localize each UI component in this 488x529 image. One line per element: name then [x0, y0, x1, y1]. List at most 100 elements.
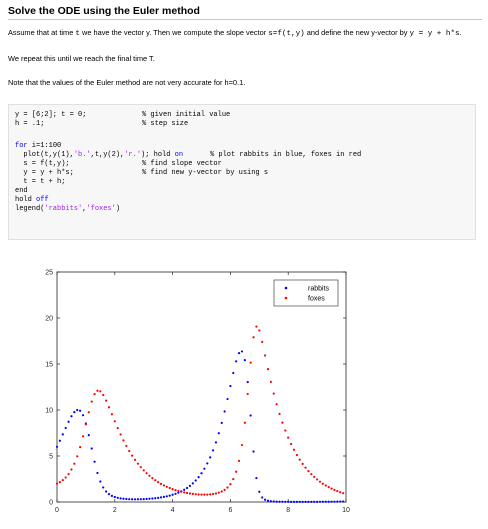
foxes-point [336, 490, 339, 493]
rabbits-point [327, 500, 330, 503]
rabbits-point [159, 496, 163, 499]
foxes-point [310, 473, 313, 476]
rabbits-point [70, 415, 73, 418]
paragraph-2: We repeat this until we reach the final … [8, 54, 155, 63]
y-tick-label: 0 [49, 500, 53, 507]
rabbits-point [125, 497, 128, 501]
rabbits-point [333, 500, 336, 503]
foxes-point [304, 466, 307, 469]
plot-frame [56, 271, 347, 503]
foxes-point [307, 469, 310, 473]
foxes-point [206, 493, 209, 496]
rabbits-point [197, 476, 200, 479]
rabbits-point [96, 471, 99, 475]
x-tick-label: 0 [55, 507, 59, 514]
foxes-point [269, 380, 272, 383]
p1-text-a: Assume that at time [8, 28, 76, 37]
rabbits-point [339, 500, 342, 503]
rabbits-point [93, 460, 96, 463]
rabbits-point [188, 484, 192, 487]
rabbits-point [122, 497, 125, 500]
rabbits-point [148, 497, 151, 500]
code-line-10: hold off [15, 196, 49, 204]
rabbits-point [298, 500, 301, 503]
foxes-point [148, 474, 151, 477]
legend-label-foxes: foxes [308, 296, 325, 303]
rabbits-point [116, 496, 119, 499]
rabbits-point [191, 482, 194, 485]
code-line-8: t = t + h; [15, 178, 66, 186]
code-line-9: end [15, 187, 28, 195]
foxes-point [139, 466, 142, 469]
foxes-point [313, 475, 316, 479]
foxes-point [203, 493, 206, 496]
x-tick-label: 8 [286, 507, 290, 514]
rabbits-point [313, 500, 316, 503]
foxes-point [55, 482, 59, 485]
rabbits-point [99, 480, 102, 483]
rabbits-point [214, 441, 218, 444]
rabbits-point [261, 496, 264, 499]
rabbits-point [235, 360, 238, 363]
foxes-point [333, 488, 336, 492]
rabbits-point [330, 500, 333, 503]
foxes-point [240, 443, 244, 447]
foxes-point [226, 486, 229, 489]
foxes-point [185, 491, 189, 495]
foxes-point [84, 423, 87, 426]
foxes-point [191, 492, 194, 495]
foxes-point [110, 413, 114, 416]
foxes-point [145, 472, 148, 475]
rabbits-point [220, 421, 223, 425]
rabbits-point [304, 500, 307, 503]
foxes-point [324, 484, 327, 487]
code-comment-1: % given initial value [142, 111, 231, 119]
rabbits-point [128, 498, 131, 501]
rabbits-point [237, 352, 241, 355]
rabbits-point [87, 433, 90, 437]
foxes-point [301, 462, 304, 465]
foxes-point [252, 336, 255, 339]
rabbits-point [275, 500, 278, 503]
code-box: y = [6;2]; t = 0; % given initial value … [8, 104, 476, 240]
foxes-point [330, 487, 333, 490]
rabbits-point [81, 414, 85, 417]
rabbits-point [177, 491, 180, 494]
foxes-point [157, 481, 160, 484]
rabbits-point [318, 500, 322, 503]
foxes-point [281, 421, 284, 424]
rabbits-point [292, 500, 296, 503]
foxes-point [235, 470, 238, 473]
code-line-11: legend('rabbits','foxes') [15, 205, 121, 213]
foxes-point [171, 488, 174, 491]
code-line-2: h = .1; [15, 120, 45, 128]
rabbits-point [154, 497, 157, 500]
rabbits-point [168, 494, 171, 497]
foxes-point [70, 468, 73, 471]
rabbits-point [246, 380, 249, 384]
foxes-point [278, 412, 281, 415]
x-tick-label: 4 [171, 507, 175, 514]
code-line-6: s = f(t,y); [15, 160, 70, 168]
y-tick-label: 5 [49, 454, 53, 461]
foxes-point [174, 489, 177, 492]
foxes-point [142, 469, 145, 472]
foxes-point [102, 393, 105, 397]
code-line-7: y = y + h*s; [15, 169, 74, 177]
rabbits-point [226, 397, 229, 401]
rabbits-point [119, 497, 122, 500]
rabbits-point [258, 490, 261, 493]
foxes-point [133, 458, 137, 461]
foxes-point [81, 435, 85, 438]
foxes-point [96, 389, 99, 392]
rabbits-point [342, 500, 345, 503]
foxes-point [177, 489, 180, 493]
foxes-point [76, 455, 79, 458]
p1-var-t: t [75, 30, 80, 38]
foxes-point [229, 482, 232, 486]
rabbits-point [102, 486, 105, 489]
rabbits-point [145, 497, 148, 501]
foxes-point [183, 491, 186, 494]
foxes-point [284, 429, 287, 432]
title-rule [8, 19, 482, 20]
